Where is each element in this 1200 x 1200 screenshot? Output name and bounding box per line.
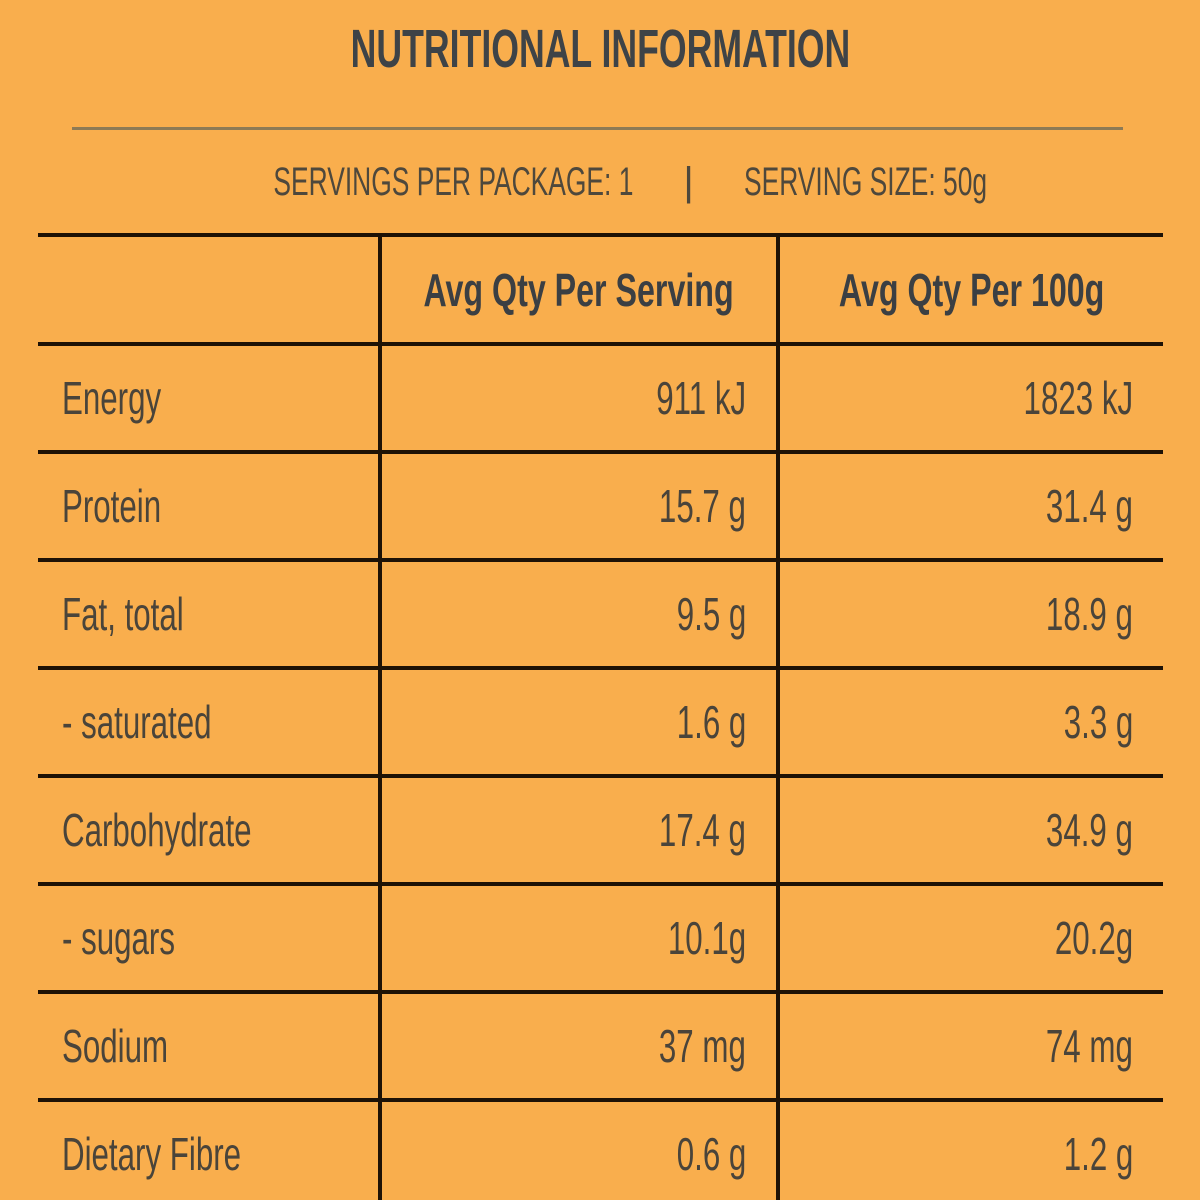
per-100g-value: 18.9 g xyxy=(1046,588,1133,640)
per-serving-value: 15.7 g xyxy=(659,480,746,532)
nutrient-name-cell: Carbohydrate xyxy=(38,778,378,882)
per-serving-cell: 10.1g xyxy=(378,886,776,990)
nutrient-name: Energy xyxy=(62,372,162,424)
per-serving-value: 37 mg xyxy=(659,1020,746,1072)
title-divider xyxy=(72,127,1123,130)
nutrient-name-cell: Energy xyxy=(38,346,378,450)
header-per-serving-label: Avg Qty Per Serving xyxy=(423,263,735,316)
per-serving-cell: 1.6 g xyxy=(378,670,776,774)
per-serving-cell: 9.5 g xyxy=(378,562,776,666)
per-serving-value: 1.6 g xyxy=(676,696,746,748)
nutrient-name-cell: Protein xyxy=(38,454,378,558)
per-100g-value: 1823 kJ xyxy=(1023,372,1133,424)
nutrient-name: Fat, total xyxy=(62,588,184,640)
header-per-serving: Avg Qty Per Serving xyxy=(378,237,776,342)
table-row-protein: Protein 15.7 g 31.4 g xyxy=(38,454,1163,562)
nutrient-name: - saturated xyxy=(62,696,212,748)
table-row-saturated: - saturated 1.6 g 3.3 g xyxy=(38,670,1163,778)
page-title: NUTRITIONAL INFORMATION xyxy=(0,20,1200,78)
header-per-100g: Avg Qty Per 100g xyxy=(776,237,1163,342)
servings-per-package-label: SERVINGS PER PACKAGE: 1 xyxy=(273,159,634,204)
per-100g-cell: 31.4 g xyxy=(776,454,1163,558)
per-serving-cell: 0.6 g xyxy=(378,1102,776,1200)
table-row-carbohydrate: Carbohydrate 17.4 g 34.9 g xyxy=(38,778,1163,886)
table-row-dietary-fibre: Dietary Fibre 0.6 g 1.2 g xyxy=(38,1102,1163,1200)
per-100g-value: 3.3 g xyxy=(1063,696,1133,748)
serving-size-label: SERVING SIZE: 50g xyxy=(743,159,987,204)
page-title-text: NUTRITIONAL INFORMATION xyxy=(350,19,850,79)
per-serving-value: 10.1g xyxy=(667,912,746,964)
nutrient-name-cell: Fat, total xyxy=(38,562,378,666)
table-row-energy: Energy 911 kJ 1823 kJ xyxy=(38,346,1163,454)
nutrient-name-cell: Dietary Fibre xyxy=(38,1102,378,1200)
per-100g-cell: 20.2g xyxy=(776,886,1163,990)
per-100g-value: 20.2g xyxy=(1054,912,1133,964)
table-row-sodium: Sodium 37 mg 74 mg xyxy=(38,994,1163,1102)
per-100g-cell: 18.9 g xyxy=(776,562,1163,666)
per-serving-value: 0.6 g xyxy=(676,1128,746,1180)
per-100g-value: 31.4 g xyxy=(1046,480,1133,532)
nutrient-name: - sugars xyxy=(62,912,175,964)
per-serving-cell: 17.4 g xyxy=(378,778,776,882)
nutrient-name: Dietary Fibre xyxy=(62,1128,242,1180)
per-serving-value: 911 kJ xyxy=(656,372,746,424)
table-row-sugars: - sugars 10.1g 20.2g xyxy=(38,886,1163,994)
nutrient-name: Carbohydrate xyxy=(62,804,252,856)
per-100g-cell: 1.2 g xyxy=(776,1102,1163,1200)
per-serving-value: 17.4 g xyxy=(659,804,746,856)
per-100g-value: 1.2 g xyxy=(1063,1128,1133,1180)
table-header-row: Avg Qty Per Serving Avg Qty Per 100g xyxy=(38,237,1163,346)
per-100g-cell: 1823 kJ xyxy=(776,346,1163,450)
per-100g-cell: 34.9 g xyxy=(776,778,1163,882)
table-row-fat-total: Fat, total 9.5 g 18.9 g xyxy=(38,562,1163,670)
serving-info: SERVINGS PER PACKAGE: 1 | SERVING SIZE: … xyxy=(0,160,1200,204)
per-100g-value: 34.9 g xyxy=(1046,804,1133,856)
serving-separator: | xyxy=(683,159,694,204)
per-100g-cell: 3.3 g xyxy=(776,670,1163,774)
per-serving-cell: 37 mg xyxy=(378,994,776,1098)
header-nutrient-blank xyxy=(38,237,378,342)
nutrient-name: Protein xyxy=(62,480,162,532)
per-serving-cell: 911 kJ xyxy=(378,346,776,450)
per-100g-cell: 74 mg xyxy=(776,994,1163,1098)
nutrient-name: Sodium xyxy=(62,1020,169,1072)
header-per-100g-label: Avg Qty Per 100g xyxy=(838,263,1105,316)
nutrient-name-cell: - saturated xyxy=(38,670,378,774)
per-100g-value: 74 mg xyxy=(1046,1020,1133,1072)
per-serving-value: 9.5 g xyxy=(676,588,746,640)
per-serving-cell: 15.7 g xyxy=(378,454,776,558)
nutrient-name-cell: Sodium xyxy=(38,994,378,1098)
nutrient-name-cell: - sugars xyxy=(38,886,378,990)
nutrition-table: Avg Qty Per Serving Avg Qty Per 100g Ene… xyxy=(38,233,1163,1200)
